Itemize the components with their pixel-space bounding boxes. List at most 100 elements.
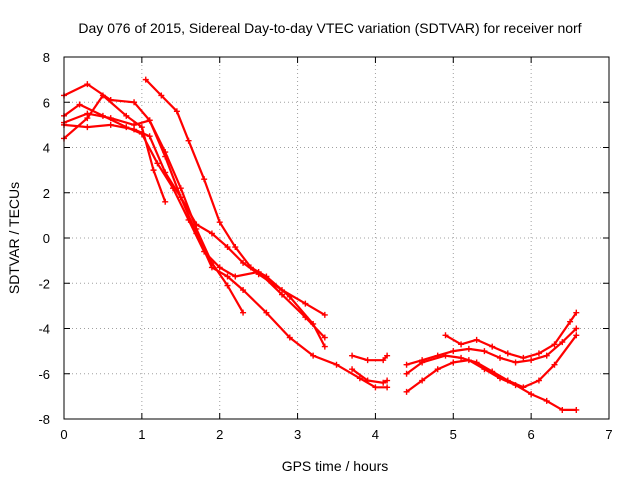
data-point (240, 259, 247, 266)
data-point (321, 334, 328, 341)
data-point (512, 359, 519, 366)
data-point (201, 176, 208, 183)
series-s8 (349, 366, 391, 386)
data-point (372, 384, 379, 391)
data-point (473, 359, 480, 366)
data-point (162, 169, 169, 176)
data-series (61, 76, 580, 413)
data-point (504, 377, 511, 384)
data-point (142, 76, 149, 83)
data-point (138, 124, 145, 131)
data-point (419, 359, 426, 366)
data-point (551, 341, 558, 348)
data-point (99, 92, 106, 99)
data-point (185, 137, 192, 144)
y-tick-label: -2 (38, 276, 50, 291)
data-point (458, 354, 465, 361)
series-s11 (442, 309, 580, 361)
x-tick-label: 7 (605, 427, 612, 442)
data-point (208, 264, 215, 271)
data-point (302, 300, 309, 307)
data-point (162, 198, 169, 205)
y-tick-label: 4 (43, 141, 50, 156)
data-point (232, 244, 239, 251)
data-point (286, 334, 293, 341)
data-point (419, 377, 426, 384)
data-point (364, 357, 371, 364)
chart-title: Day 076 of 2015, Sidereal Day-to-day VTE… (78, 20, 581, 36)
series-s7 (349, 352, 391, 364)
y-tick-label: -4 (38, 322, 50, 337)
series-line (405, 327, 578, 366)
grid (64, 57, 609, 419)
data-point (263, 309, 270, 316)
data-point (473, 336, 480, 343)
data-point (528, 357, 535, 364)
data-point (349, 366, 356, 373)
y-tick-label: 2 (43, 186, 50, 201)
data-point (551, 361, 558, 368)
data-point (364, 377, 371, 384)
data-point (321, 311, 328, 318)
y-axis-label: SDTVAR / TECUs (6, 182, 22, 294)
data-point (543, 397, 550, 404)
x-tick-label: 6 (528, 427, 535, 442)
data-point (380, 357, 387, 364)
data-point (131, 126, 138, 133)
data-point (528, 391, 535, 398)
data-point (150, 167, 157, 174)
y-tick-label: 0 (43, 231, 50, 246)
data-point (520, 384, 527, 391)
y-tick-label: 8 (43, 50, 50, 65)
series-s9 (403, 325, 580, 368)
data-point (162, 149, 169, 156)
data-point (543, 352, 550, 359)
data-point (158, 92, 165, 99)
data-point (384, 384, 391, 391)
data-point (384, 352, 391, 359)
data-point (107, 121, 114, 128)
series-line (444, 311, 578, 359)
series-s6 (142, 76, 328, 350)
x-axis-label: GPS time / hours (282, 458, 389, 474)
data-point (177, 194, 184, 201)
data-point (349, 352, 356, 359)
data-point (559, 339, 566, 346)
series-s4 (61, 110, 247, 316)
data-point (76, 101, 83, 108)
data-point (573, 309, 580, 316)
data-point (173, 108, 180, 115)
x-tick-label: 5 (450, 427, 457, 442)
data-point (573, 325, 580, 332)
series-s5 (61, 121, 391, 391)
y-tick-label: 6 (43, 95, 50, 110)
data-point (310, 352, 317, 359)
data-point (458, 341, 465, 348)
x-tick-label: 1 (138, 427, 145, 442)
data-point (224, 282, 231, 289)
data-point (84, 110, 91, 117)
data-point (321, 343, 328, 350)
data-point (535, 350, 542, 357)
data-point (208, 230, 215, 237)
data-point (107, 115, 114, 122)
data-point (84, 124, 91, 131)
data-point (434, 366, 441, 373)
data-point (216, 264, 223, 271)
data-point (224, 273, 231, 280)
x-tick-label: 2 (216, 427, 223, 442)
data-point (240, 309, 247, 316)
data-point (442, 332, 449, 339)
series-line (62, 123, 389, 389)
data-point (333, 361, 340, 368)
x-tick-label: 0 (60, 427, 67, 442)
data-point (146, 133, 153, 140)
series-s3 (61, 92, 169, 205)
series-line (144, 78, 326, 348)
data-point (489, 368, 496, 375)
data-point (263, 273, 270, 280)
data-point (504, 350, 511, 357)
data-point (310, 320, 317, 327)
data-point (567, 318, 574, 325)
series-s12 (403, 332, 580, 391)
